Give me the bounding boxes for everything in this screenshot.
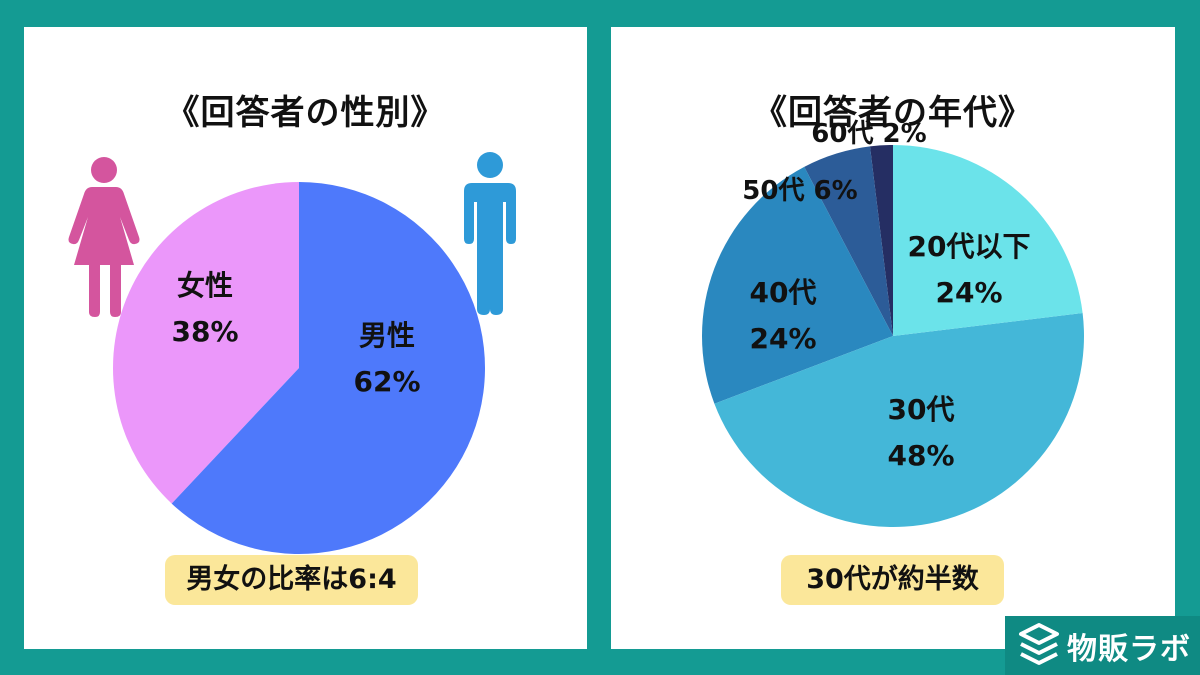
age-slice-1	[714, 312, 1084, 527]
layers-icon	[1019, 623, 1059, 665]
age-label-2-name: 40代	[750, 276, 817, 309]
age-label-1-name: 30代	[888, 393, 955, 426]
age-label-0-value: 24%	[935, 276, 1002, 309]
age-slice-0	[893, 145, 1083, 336]
gender-summary-badge: 男女の比率は6:4	[165, 555, 418, 605]
age-label-0-name: 20代以下	[908, 230, 1031, 263]
age-summary-badge: 30代が約半数	[781, 555, 1004, 605]
age-slice-2	[702, 166, 893, 404]
female-icon	[68, 157, 140, 317]
age-label-1-value: 48%	[887, 439, 954, 472]
age-label-4-name: 60代 2%	[811, 119, 926, 149]
age-slice-3	[804, 146, 893, 336]
gender-chart-title: 《回答者の性別》	[165, 93, 446, 133]
male-icon	[464, 152, 516, 315]
gender-label-1-value: 38%	[171, 315, 238, 348]
gender-panel: 《回答者の性別》 男性 62% 女性 38% 男女の比率は6:4	[24, 27, 587, 649]
gender-label-1-name: 女性	[177, 269, 233, 302]
gender-label-0-value: 62%	[353, 365, 420, 398]
age-label-3-name: 50代 6%	[742, 176, 857, 206]
gender-slice-0	[171, 182, 485, 554]
brand-logo: 物販ラボ	[1005, 616, 1200, 675]
gender-slice-1	[113, 182, 299, 504]
age-slice-4	[869, 145, 893, 336]
age-panel: 《回答者の年代》 20代以下 24% 30代 48% 40代 24% 50代 6% 60代 2…	[611, 27, 1175, 649]
age-chart-title: 《回答者の年代》	[753, 93, 1033, 133]
age-pie-chart: 20代以下 24% 30代 48% 40代 24% 50代 6% 60代 2%	[702, 119, 1084, 527]
brand-name: 物販ラボ	[1067, 632, 1191, 667]
gender-label-0-name: 男性	[359, 319, 415, 352]
age-label-2-value: 24%	[749, 322, 816, 355]
gender-pie-chart: 男性 62% 女性 38%	[68, 152, 516, 554]
